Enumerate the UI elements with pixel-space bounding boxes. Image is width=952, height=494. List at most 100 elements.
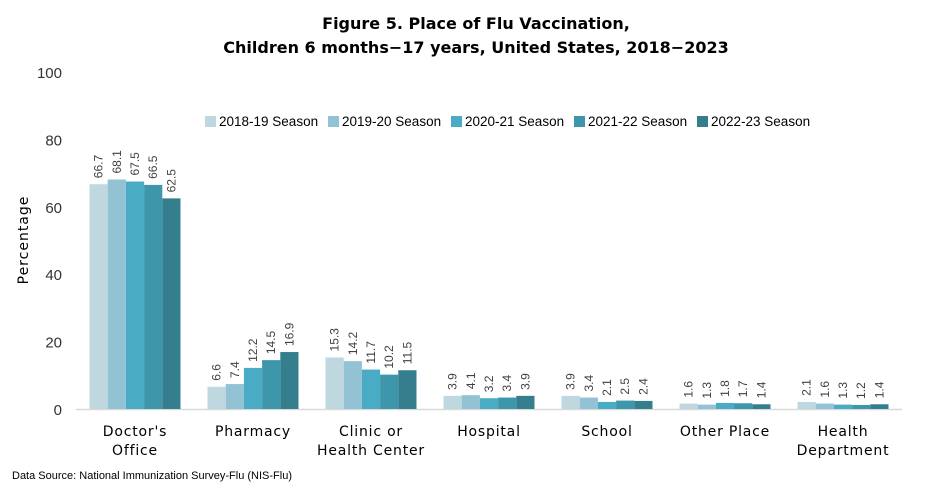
data-label: 3.9 xyxy=(446,373,460,390)
bar xyxy=(852,404,871,409)
y-axis-label: Percentage xyxy=(16,196,32,285)
y-tick-label: 100 xyxy=(37,65,62,82)
legend-label: 2018-19 Season xyxy=(219,114,318,129)
legend-swatch xyxy=(451,116,462,127)
bar xyxy=(144,184,163,409)
legend-label: 2020-21 Season xyxy=(465,114,564,129)
bar xyxy=(398,370,417,409)
x-tick-label: Doctor's xyxy=(103,424,167,440)
bar xyxy=(280,352,299,409)
legend-swatch xyxy=(328,116,339,127)
x-tick-label: School xyxy=(581,424,632,440)
bar xyxy=(125,181,145,409)
data-label: 66.5 xyxy=(146,155,160,179)
bar xyxy=(797,401,816,409)
bar xyxy=(752,404,771,409)
bar xyxy=(616,400,635,409)
data-label: 2.5 xyxy=(618,378,632,395)
bar xyxy=(579,397,598,409)
data-label: 1.4 xyxy=(872,381,886,398)
data-label: 11.5 xyxy=(400,341,414,364)
chart-title: Figure 5. Place of Flu Vaccination, Chil… xyxy=(0,12,952,60)
data-label: 7.4 xyxy=(228,361,242,378)
data-label: 3.2 xyxy=(482,375,496,392)
chart-title-line-2: Children 6 months−17 years, United State… xyxy=(223,38,729,57)
legend-label: 2019-20 Season xyxy=(342,114,441,129)
bar xyxy=(870,404,889,409)
bar xyxy=(833,404,853,409)
bar xyxy=(479,398,499,409)
bar xyxy=(634,400,653,409)
legend-swatch xyxy=(697,116,708,127)
data-label: 62.5 xyxy=(164,169,178,193)
bar xyxy=(679,403,698,409)
legend-label: 2022-23 Season xyxy=(711,114,810,129)
data-label: 2.1 xyxy=(600,379,614,396)
bar xyxy=(815,403,834,409)
data-label: 3.4 xyxy=(582,375,596,392)
x-tick-label: Pharmacy xyxy=(215,424,291,440)
data-label: 1.3 xyxy=(836,382,850,399)
legend-swatch xyxy=(574,116,585,127)
bar xyxy=(325,357,344,409)
bar xyxy=(461,395,480,409)
y-tick-label: 60 xyxy=(45,200,62,217)
x-tick-label: Hospital xyxy=(457,424,521,440)
data-label: 2.4 xyxy=(636,378,650,395)
y-tick-label: 40 xyxy=(45,267,62,284)
x-tick-label: Clinic or xyxy=(339,424,403,440)
data-label: 1.3 xyxy=(700,382,714,399)
data-source-note: Data Source: National Immunization Surve… xyxy=(12,470,292,482)
data-label: 67.5 xyxy=(128,152,142,176)
y-tick-label: 0 xyxy=(54,402,62,419)
y-tick-label: 20 xyxy=(45,335,62,352)
bar xyxy=(443,395,462,409)
data-label: 1.2 xyxy=(854,382,868,399)
bar xyxy=(498,397,517,409)
data-label: 4.1 xyxy=(464,372,478,389)
x-tick-label: Health Center xyxy=(317,443,425,459)
bar xyxy=(380,374,399,409)
data-label: 15.3 xyxy=(328,328,342,352)
data-label: 2.1 xyxy=(800,379,814,396)
data-label: 11.7 xyxy=(364,341,378,364)
bar xyxy=(207,386,226,409)
bar xyxy=(734,403,753,409)
chart-title-line-1: Figure 5. Place of Flu Vaccination, xyxy=(322,14,630,33)
x-tick-label: Health xyxy=(818,424,869,440)
x-tick-label: Department xyxy=(797,443,890,459)
bar xyxy=(162,198,181,409)
data-label: 10.2 xyxy=(382,345,396,369)
bar xyxy=(243,367,263,409)
data-label: 12.2 xyxy=(246,338,260,362)
x-tick-label: Other Place xyxy=(680,424,770,440)
bar xyxy=(343,361,362,409)
data-label: 3.4 xyxy=(500,375,514,392)
data-label: 16.9 xyxy=(282,322,296,346)
legend-swatch xyxy=(205,116,216,127)
bar xyxy=(262,360,281,409)
data-label: 14.2 xyxy=(346,331,360,355)
data-label: 1.8 xyxy=(718,380,732,397)
y-tick-label: 80 xyxy=(45,132,62,149)
data-label: 6.6 xyxy=(210,364,224,381)
data-label: 1.7 xyxy=(736,380,750,397)
data-label: 14.5 xyxy=(264,330,278,354)
data-label: 1.6 xyxy=(682,381,696,398)
bar xyxy=(225,384,244,409)
bar xyxy=(715,402,735,409)
bar xyxy=(697,404,716,409)
data-label: 68.1 xyxy=(110,150,124,174)
bar xyxy=(361,369,381,409)
bar xyxy=(561,395,580,409)
data-label: 3.9 xyxy=(518,373,532,390)
bar xyxy=(597,401,617,409)
legend-label: 2021-22 Season xyxy=(588,114,687,129)
data-label: 3.9 xyxy=(564,373,578,390)
bar xyxy=(516,395,535,409)
data-label: 1.4 xyxy=(754,381,768,398)
x-tick-label: Office xyxy=(112,443,158,459)
bar xyxy=(107,179,126,409)
